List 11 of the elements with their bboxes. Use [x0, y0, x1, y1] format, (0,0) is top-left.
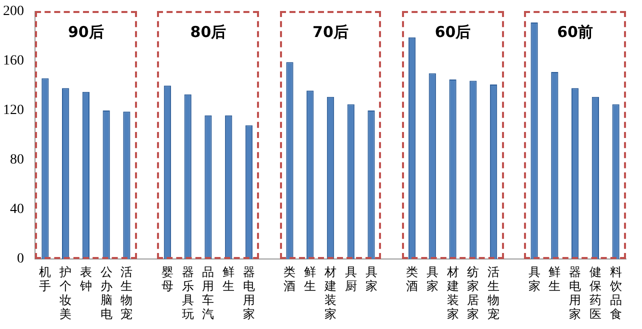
annotation: 80后	[189, 23, 228, 42]
y-tick-label: 40	[10, 202, 24, 218]
annotation: 60前	[556, 23, 594, 42]
y-tick-label: 80	[10, 152, 24, 168]
y-tick-label: 0	[17, 252, 24, 267]
y-tick-label: 200	[3, 4, 24, 20]
annotation: 60后	[434, 23, 472, 42]
y-tick-label: 160	[3, 54, 24, 69]
annotation: 70后	[312, 23, 350, 42]
y-tick-label: 120	[3, 103, 24, 118]
annotation: 90后	[67, 23, 105, 42]
